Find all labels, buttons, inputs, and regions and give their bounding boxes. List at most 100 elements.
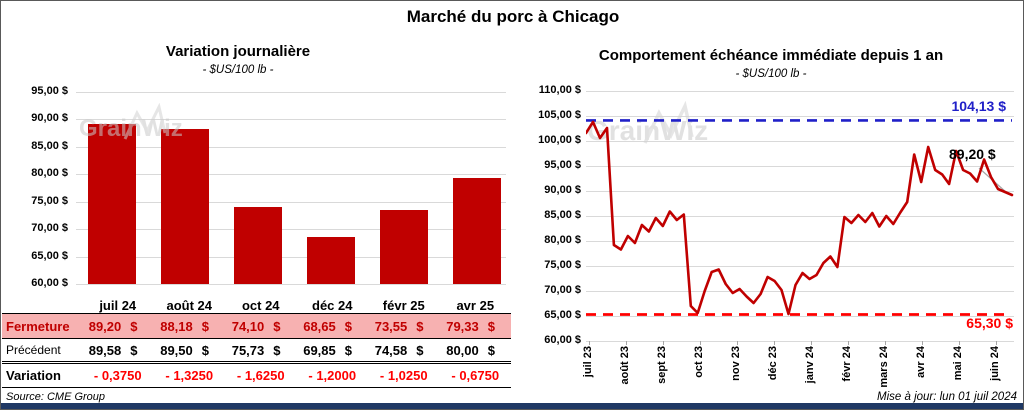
table-col-header: juil 24: [99, 298, 137, 313]
line-y-axis-label: 65,00 $: [544, 309, 581, 321]
line-y-axis-label: 75,00 $: [544, 259, 581, 271]
x-axis-tick: [996, 341, 997, 345]
line-gridline: [586, 341, 1014, 342]
last-price-label: 89,20 $: [949, 146, 996, 162]
variation-value: - 0,3750: [93, 368, 142, 383]
x-axis-tick: [848, 341, 849, 345]
line-y-axis-label: 110,00 $: [538, 84, 581, 96]
x-axis-label-août-23: août 23: [619, 346, 631, 385]
currency-symbol: $: [130, 342, 138, 358]
currency-symbol: $: [201, 318, 209, 334]
bar-y-axis-label: 95,00 $: [31, 85, 68, 97]
precedent-number: 75,73: [231, 342, 265, 358]
currency-symbol: $: [344, 342, 352, 358]
low-reference-label: 65,30 $: [966, 315, 1013, 331]
table-row-fermeture: Fermeture 89,20 $88,18 $74,10 $68,65 $73,55 $7…: [2, 313, 511, 339]
footer-bar: [1, 403, 1023, 409]
fermeture-label: Fermeture: [6, 318, 70, 334]
currency-symbol: $: [130, 318, 138, 334]
line-gridline: [586, 191, 1014, 192]
x-axis-tick: [959, 341, 960, 345]
high-reference-label: 104,13 $: [951, 98, 1007, 114]
currency-symbol: $: [344, 318, 352, 334]
fermeture-number: 88,18: [160, 318, 193, 334]
precedent-value: 69,85 $: [297, 339, 369, 361]
fermeture-number: 73,55: [374, 318, 408, 334]
bar-déc 24: [307, 236, 355, 284]
bar-juil 24: [88, 123, 136, 284]
variation-value: - 1,3250: [165, 368, 214, 383]
currency-symbol: $: [416, 342, 424, 358]
precedent-number: 89,58: [88, 342, 122, 358]
fermeture-number: 89,20: [88, 318, 122, 334]
fermeture-value: 68,65 $: [297, 314, 369, 338]
x-axis-tick: [626, 341, 627, 345]
bar-gridline: [76, 174, 506, 176]
x-axis-tick: [589, 341, 590, 345]
bar-chart-subtitle: - $US/100 lb -: [202, 64, 274, 76]
bar-avr 25: [453, 178, 501, 284]
bar-y-axis-label: 60,00 $: [31, 277, 68, 289]
line-gridline: [586, 241, 1014, 242]
fermeture-value: 73,55 $: [368, 314, 440, 338]
precedent-value: 89,50 $: [154, 339, 226, 361]
price-line-svg: [586, 119, 1014, 316]
bar-y-axis-label: 80,00 $: [31, 167, 68, 180]
fermeture-number: 68,65: [303, 318, 336, 334]
precedent-number: 69,85: [303, 342, 336, 358]
x-axis-label-oct-23: oct 23: [693, 346, 705, 378]
x-axis-tick: [700, 341, 701, 345]
precedent-value: 80,00 $: [440, 339, 512, 361]
currency-symbol: $: [487, 318, 495, 334]
table-row-precedent: Précédent 89,58 $89,50 $75,73 $69,85 $74,58 $8…: [2, 339, 511, 364]
x-axis-tick: [737, 341, 738, 345]
fermeture-value: 74,10 $: [225, 314, 297, 338]
precedent-value: 75,73 $: [225, 339, 297, 361]
bar-y-axis-label: 75,00 $: [31, 194, 68, 207]
line-y-axis-label: 60,00 $: [544, 334, 581, 346]
line-y-axis-label: 100,00 $: [538, 134, 581, 146]
line-gridline: [586, 166, 1014, 167]
precedent-number: 89,50: [160, 342, 193, 358]
precedent-value: 74,58 $: [368, 339, 440, 361]
fermeture-value: 89,20 $: [82, 314, 154, 338]
updated-note: Mise à jour: lun 01 juil 2024: [877, 391, 1017, 403]
line-gridline: [586, 291, 1014, 292]
precedent-value: 89,58 $: [82, 339, 154, 361]
fermeture-value: 88,18 $: [154, 314, 226, 338]
bar-gridline: [76, 229, 506, 231]
bar-gridline: [76, 284, 506, 285]
variation-value: - 1,2000: [308, 368, 357, 383]
table-row-variation: Variation - 0,3750 - 1,3250 - 1,6250 - 1,200…: [2, 364, 511, 388]
table-col-header: déc 24: [312, 298, 353, 313]
bar-gridline: [76, 92, 506, 93]
line-gridline: [586, 216, 1014, 217]
currency-symbol: $: [487, 342, 495, 358]
table-col-header: févr 25: [382, 298, 425, 313]
x-axis-tick: [663, 341, 664, 345]
line-chart-subtitle: - $US/100 lb -: [735, 68, 807, 80]
bar-oct 24: [234, 206, 282, 284]
variation-value: - 0,6750: [451, 368, 500, 383]
currency-symbol: $: [273, 342, 281, 358]
table-header-row: juil 24 août 24 oct 24 déc 24 févr 25 avr 25: [2, 292, 511, 314]
line-chart-title: Comportement échéance immédiate depuis 1…: [598, 47, 944, 64]
line-gridline: [586, 116, 1014, 117]
line-gridline: [586, 266, 1014, 267]
line-gridline: [586, 91, 1014, 92]
bar-y-axis-label: 65,00 $: [31, 249, 68, 262]
x-axis-tick: [922, 341, 923, 345]
x-axis-tick: [774, 341, 775, 345]
line-y-axis-label: 95,00 $: [544, 159, 581, 171]
table-corner-cell: [2, 292, 82, 314]
bar-gridline: [76, 146, 506, 148]
line-gridline: [586, 141, 1014, 142]
bar-gridline: [76, 201, 506, 203]
x-axis-tick: [885, 341, 886, 345]
source-note: Source: CME Group: [6, 391, 106, 403]
table-col-header: oct 24: [241, 298, 280, 313]
bar-y-axis-label: 70,00 $: [31, 222, 68, 235]
bar-chart-title: Variation journalière: [165, 43, 311, 60]
bar-août 24: [161, 129, 209, 284]
